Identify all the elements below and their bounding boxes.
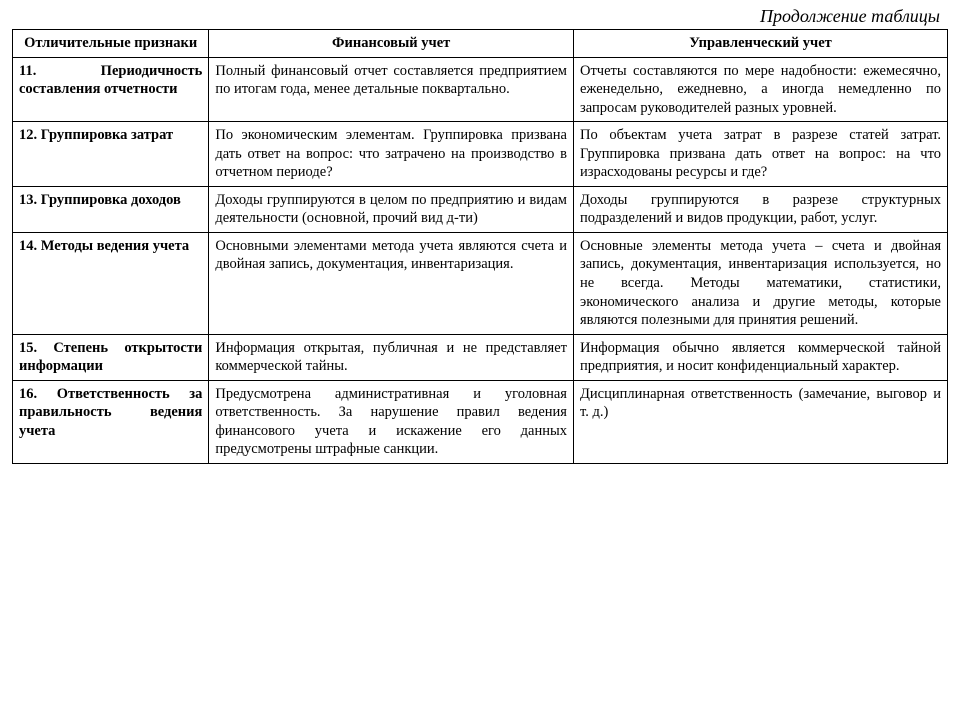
row-management: Информация обычно является коммерческой … — [573, 334, 947, 380]
table-row: 14. Методы ведения учета Основными элеме… — [13, 232, 948, 334]
row-financial: Основными элементами метода учета являют… — [209, 232, 574, 334]
comparison-table: Отличительные признаки Финансовый учет У… — [12, 29, 948, 464]
col-header-management: Управленческий учет — [573, 30, 947, 58]
table-row: 11. Периодичность составления отчетности… — [13, 57, 948, 122]
table-header-row: Отличительные признаки Финансовый учет У… — [13, 30, 948, 58]
col-header-features: Отличительные признаки — [13, 30, 209, 58]
row-financial: Доходы группируются в целом по предприят… — [209, 186, 574, 232]
table-row: 12. Группировка затрат По экономическим … — [13, 122, 948, 187]
row-financial: Информация открытая, публичная и не пред… — [209, 334, 574, 380]
row-financial: Предусмотрена административная и уголовн… — [209, 380, 574, 463]
table-row: 16. Ответственность за правильность веде… — [13, 380, 948, 463]
table-continuation-caption: Продолжение таблицы — [12, 6, 940, 27]
row-label: 13. Группировка доходов — [13, 186, 209, 232]
col-header-financial: Финансовый учет — [209, 30, 574, 58]
row-label: 16. Ответственность за правильность веде… — [13, 380, 209, 463]
row-label: 14. Методы ведения учета — [13, 232, 209, 334]
table-row: 13. Группировка доходов Доходы группирую… — [13, 186, 948, 232]
row-financial: По экономическим элементам. Группировка … — [209, 122, 574, 187]
row-financial: Полный финансовый отчет составляется пре… — [209, 57, 574, 122]
table-row: 15. Степень открытости информации Информ… — [13, 334, 948, 380]
row-management: Доходы группируются в разрезе структурны… — [573, 186, 947, 232]
row-label: 15. Степень открытости информации — [13, 334, 209, 380]
row-label: 11. Периодичность составления отчетности — [13, 57, 209, 122]
row-management: Дисциплинарная ответственность (замечани… — [573, 380, 947, 463]
row-label: 12. Группировка затрат — [13, 122, 209, 187]
row-management: Отчеты составляются по мере надобности: … — [573, 57, 947, 122]
row-management: По объектам учета затрат в разрезе стате… — [573, 122, 947, 187]
row-management: Основные элементы метода учета – счета и… — [573, 232, 947, 334]
